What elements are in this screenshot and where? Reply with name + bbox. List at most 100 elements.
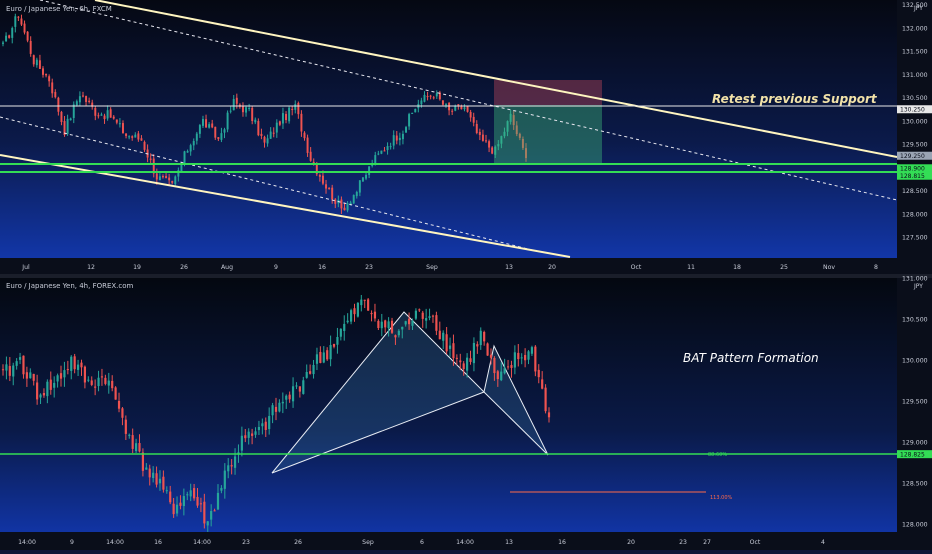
candle-body — [500, 371, 503, 381]
time-tick-label: 13 — [505, 539, 513, 546]
candle-body — [201, 118, 204, 126]
pane2-annotation[interactable]: BAT Pattern Formation — [683, 351, 819, 365]
time-tick-label: 14:00 — [18, 539, 36, 546]
stop-loss-zone[interactable] — [494, 80, 602, 105]
candle-body — [257, 121, 260, 136]
candle-body — [11, 28, 14, 38]
price-label-badge — [897, 105, 932, 114]
candle-body — [438, 330, 441, 340]
candle-body — [500, 136, 503, 144]
candle-body — [476, 344, 479, 347]
candle-body — [318, 175, 321, 177]
candle-body — [5, 364, 8, 371]
candle-body — [352, 195, 355, 204]
candle-body — [63, 370, 66, 378]
candle-body — [213, 510, 216, 512]
candle-body — [20, 18, 23, 25]
candle-body — [408, 114, 411, 127]
candle-body — [198, 125, 201, 134]
candle-body — [349, 202, 352, 205]
time-tick-label: 6 — [420, 539, 424, 546]
candle-body — [414, 108, 417, 113]
candle-body — [104, 377, 107, 384]
pane1-annotation[interactable]: Retest previous Support — [712, 92, 878, 106]
candle-body — [15, 361, 18, 366]
candle-body — [481, 134, 484, 141]
candle-body — [339, 328, 342, 337]
candle-body — [380, 321, 383, 329]
candle-body — [128, 136, 131, 138]
candle-body — [263, 136, 266, 143]
time-tick-label: 26 — [180, 264, 188, 271]
candle-body — [168, 177, 171, 181]
candle-body — [426, 96, 429, 98]
time-tick-label: 23 — [242, 539, 250, 546]
candle-body — [121, 123, 124, 134]
candle-body — [261, 423, 264, 427]
candle-body — [343, 207, 346, 211]
pane1-symbol-title: Euro / Japanese Yen, 6h, FXCM — [6, 5, 112, 13]
candle-body — [217, 137, 220, 140]
candle-body — [517, 352, 520, 360]
candle-body — [460, 106, 463, 110]
candle-body — [182, 496, 185, 507]
candle-body — [35, 59, 38, 66]
time-tick-label: 14:00 — [456, 539, 474, 546]
candle-body — [1, 369, 5, 371]
upper-channel-line[interactable] — [94, 0, 898, 158]
pane2-price-axis: 128.000 128.500 129.000 129.500 130.000 130.5… — [897, 276, 932, 528]
candle-body — [326, 350, 329, 360]
candle-body — [141, 452, 145, 471]
price-tick-label: 132.500 — [902, 2, 928, 9]
candle-body — [183, 151, 186, 165]
price-tick-label: 128.500 — [902, 188, 928, 195]
candle-body — [512, 115, 515, 126]
candle-body — [442, 332, 445, 341]
candle-body — [241, 105, 244, 113]
take-profit-zone[interactable] — [494, 105, 602, 163]
price-label-text: 128.815 — [900, 173, 925, 180]
candle-body — [407, 318, 411, 325]
candle-body — [230, 465, 233, 467]
candle-body — [441, 100, 444, 105]
candle-body — [365, 174, 368, 179]
candle-body — [435, 315, 438, 331]
candle-body — [387, 321, 390, 329]
candle-body — [76, 364, 80, 370]
candle-body — [489, 354, 493, 358]
candle-body — [451, 110, 454, 112]
candle-body — [171, 181, 174, 183]
time-tick-label: Sep — [426, 264, 438, 271]
candle-body — [429, 95, 432, 97]
candle-body — [169, 491, 172, 503]
candle-body — [547, 412, 551, 418]
candle-body — [515, 125, 518, 135]
candle-body — [370, 312, 373, 315]
price-tick-label: 129.500 — [902, 142, 928, 149]
candle-body — [235, 97, 238, 104]
candle-body — [285, 395, 288, 400]
candle-body — [469, 111, 472, 118]
pane1-risk-reward-box — [494, 80, 602, 163]
upper-channel-dashed-line[interactable] — [39, 0, 898, 201]
candle-body — [32, 373, 35, 381]
time-tick-label: 23 — [679, 539, 687, 546]
candle-body — [275, 122, 278, 133]
candle-body — [291, 108, 294, 110]
candle-body — [455, 357, 458, 359]
candle-body — [72, 104, 75, 118]
candle-body — [493, 357, 496, 374]
bat-pattern-xb-line — [271, 391, 485, 474]
candle-body — [25, 372, 28, 379]
lower-channel-dashed-line[interactable] — [0, 116, 541, 253]
time-tick-label: 20 — [548, 264, 556, 271]
candle-body — [534, 346, 537, 372]
candle-body — [186, 151, 189, 153]
fib-level-label: 113.00% — [710, 495, 732, 501]
price-tick-label: 130.000 — [902, 118, 928, 125]
candle-body — [332, 343, 336, 347]
candle-body — [472, 116, 475, 123]
candle-body — [208, 124, 211, 128]
price-tick-label: 130.000 — [902, 357, 928, 364]
